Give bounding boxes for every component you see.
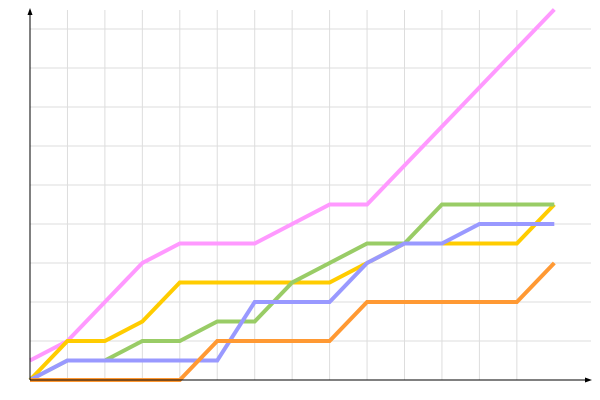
series-line-1: [29, 8, 556, 363]
series-line-4: [29, 222, 555, 382]
grid: [30, 10, 591, 380]
x-axis-arrow: [585, 377, 592, 383]
y-axis-arrow: [27, 8, 33, 15]
series-line-3: [29, 202, 555, 382]
